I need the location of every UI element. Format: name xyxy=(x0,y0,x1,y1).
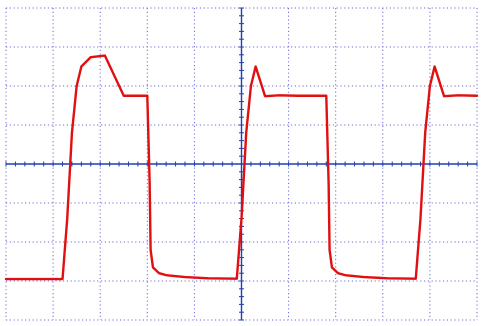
trace-point xyxy=(66,218,68,220)
trace-point xyxy=(104,54,106,57)
trace-point xyxy=(240,218,243,220)
trace-point xyxy=(419,218,422,220)
trace-point xyxy=(434,65,436,68)
trace-point xyxy=(328,249,331,251)
trace-layer xyxy=(4,54,479,281)
trace-point xyxy=(71,132,73,134)
trace-point xyxy=(325,95,327,97)
trace-point xyxy=(278,94,280,96)
trace-point xyxy=(90,56,92,58)
trace-point xyxy=(5,278,7,280)
trace-point xyxy=(207,277,210,279)
trace-point xyxy=(297,95,299,97)
trace-point xyxy=(152,266,154,268)
center-axes xyxy=(5,7,478,321)
trace-point xyxy=(61,278,64,280)
trace-point xyxy=(344,274,346,276)
trace-point xyxy=(146,95,148,97)
trace-point xyxy=(255,65,257,68)
trace-point xyxy=(245,132,247,134)
trace-point xyxy=(476,95,478,97)
trace-point xyxy=(443,95,445,97)
trace-point xyxy=(158,272,160,274)
trace-point xyxy=(331,266,333,268)
trace-point xyxy=(236,278,238,280)
trace-point xyxy=(328,182,330,185)
trace-point xyxy=(363,276,365,278)
trace-point xyxy=(337,272,339,274)
trace-point xyxy=(150,249,152,251)
trace-point xyxy=(165,274,167,276)
trace-point xyxy=(123,95,125,97)
trace-point xyxy=(76,85,78,87)
trace-point xyxy=(429,85,431,87)
trace-point xyxy=(184,276,186,278)
trace-point xyxy=(424,132,426,134)
trace-point xyxy=(149,182,151,185)
trace-point xyxy=(264,95,266,97)
trace-point xyxy=(250,85,252,87)
trace-point xyxy=(80,65,82,68)
trace-point xyxy=(415,278,417,280)
trace-point xyxy=(386,277,389,279)
trace-point xyxy=(457,94,459,96)
